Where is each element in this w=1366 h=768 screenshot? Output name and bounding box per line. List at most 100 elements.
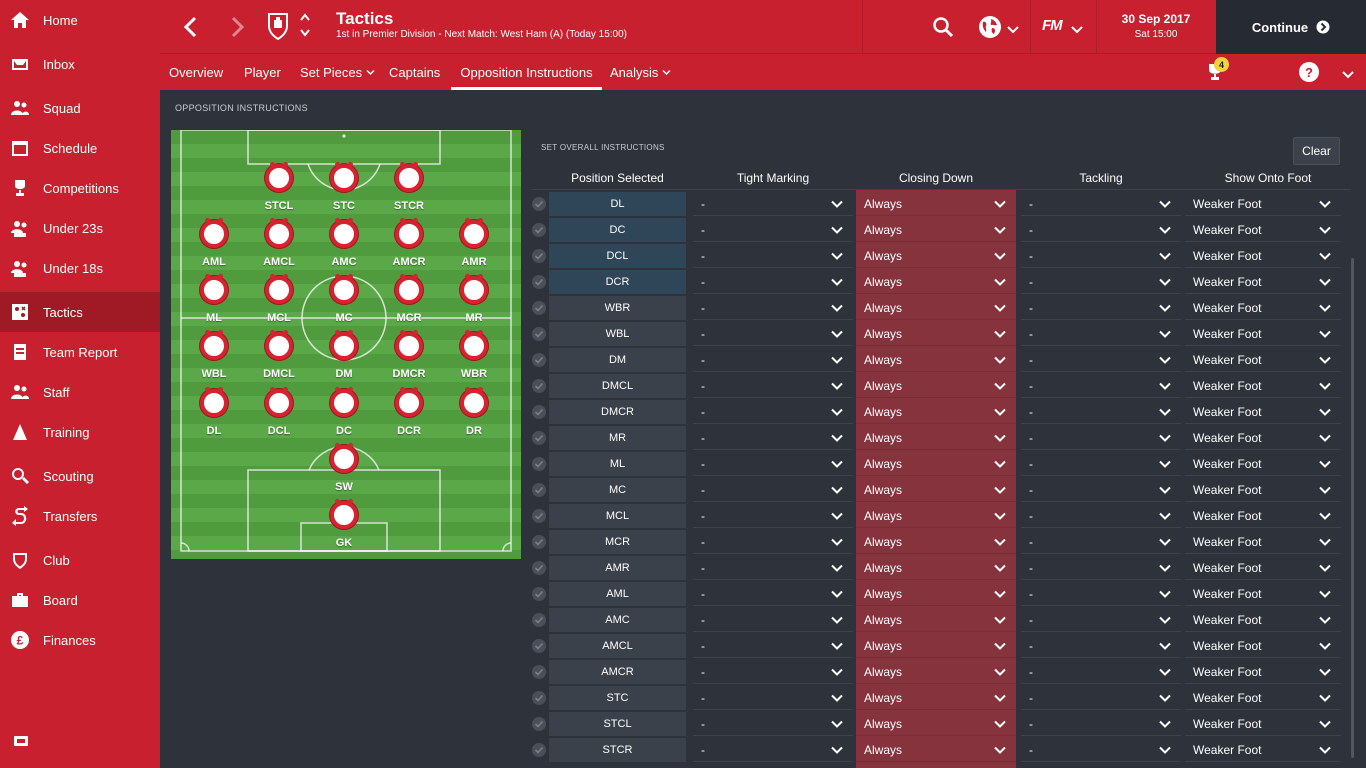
sidebar-toggle-icon[interactable]	[14, 736, 28, 746]
pitch-position-dcl[interactable]: DCL	[249, 387, 309, 437]
tight-marking-dropdown[interactable]: -	[693, 530, 853, 554]
search-icon[interactable]	[932, 16, 954, 38]
tight-marking-dropdown[interactable]: -	[693, 712, 853, 736]
pitch-position-dc[interactable]: DC	[314, 387, 374, 437]
row-checkbox-icon[interactable]	[532, 509, 546, 523]
tab-set-pieces[interactable]: Set Pieces	[300, 54, 375, 90]
show-onto-foot-dropdown[interactable]: Weaker Foot	[1185, 556, 1341, 580]
sidebar-item-scouting[interactable]: Scouting	[0, 456, 160, 496]
tight-marking-dropdown[interactable]: -	[693, 400, 853, 424]
show-onto-foot-dropdown[interactable]: Weaker Foot	[1185, 660, 1341, 684]
sidebar-item-inbox[interactable]: Inbox	[0, 44, 160, 84]
position-cell[interactable]: DM	[549, 348, 686, 372]
position-cell[interactable]: DCR	[549, 270, 686, 294]
position-cell[interactable]: AML	[549, 582, 686, 606]
closing-down-dropdown[interactable]: Always	[856, 192, 1016, 216]
scrollbar[interactable]	[1351, 258, 1354, 758]
clear-button[interactable]: Clear	[1293, 137, 1340, 165]
position-cell[interactable]: AMCR	[549, 660, 686, 684]
position-cell[interactable]: AMR	[549, 556, 686, 580]
tackling-dropdown[interactable]: -	[1021, 426, 1181, 450]
pitch-position-dm[interactable]: DM	[314, 330, 374, 380]
closing-down-dropdown[interactable]: Always	[856, 478, 1016, 502]
tackling-dropdown[interactable]: -	[1021, 244, 1181, 268]
tackling-dropdown[interactable]: -	[1021, 400, 1181, 424]
show-onto-foot-dropdown[interactable]: Weaker Foot	[1185, 478, 1341, 502]
tab-opposition-instructions[interactable]: Opposition Instructions	[451, 54, 602, 90]
tight-marking-dropdown[interactable]: -	[693, 322, 853, 346]
position-cell[interactable]: STCR	[549, 738, 686, 762]
tab-analysis[interactable]: Analysis	[610, 54, 671, 90]
tackling-dropdown[interactable]: -	[1021, 374, 1181, 398]
tackling-dropdown[interactable]: -	[1021, 530, 1181, 554]
sidebar-item-team-report[interactable]: Team Report	[0, 332, 160, 372]
pitch-position-sw[interactable]: SW	[314, 443, 374, 493]
tight-marking-dropdown[interactable]: -	[693, 270, 853, 294]
tab-player[interactable]: Player	[244, 54, 281, 90]
show-onto-foot-dropdown[interactable]: Weaker Foot	[1185, 296, 1341, 320]
show-onto-foot-dropdown[interactable]: Weaker Foot	[1185, 374, 1341, 398]
row-checkbox-icon[interactable]	[532, 457, 546, 471]
chevron-down-icon[interactable]	[1342, 67, 1354, 79]
club-crest-icon[interactable]	[267, 12, 289, 41]
sidebar-item-home[interactable]: Home	[0, 0, 160, 40]
closing-down-dropdown[interactable]: Always	[856, 452, 1016, 476]
row-checkbox-icon[interactable]	[532, 561, 546, 575]
show-onto-foot-dropdown[interactable]: Weaker Foot	[1185, 634, 1341, 658]
position-cell[interactable]: MC	[549, 478, 686, 502]
show-onto-foot-dropdown[interactable]: Weaker Foot	[1185, 452, 1341, 476]
row-checkbox-icon[interactable]	[532, 743, 546, 757]
tackling-dropdown[interactable]: -	[1021, 478, 1181, 502]
sidebar-item-competitions[interactable]: Competitions	[0, 168, 160, 208]
tackling-dropdown[interactable]: -	[1021, 686, 1181, 710]
pitch-position-amc[interactable]: AMC	[314, 218, 374, 268]
show-onto-foot-dropdown[interactable]: Weaker Foot	[1185, 244, 1341, 268]
closing-down-dropdown[interactable]: Always	[856, 244, 1016, 268]
position-cell[interactable]: DCL	[549, 244, 686, 268]
tackling-dropdown[interactable]: -	[1021, 556, 1181, 580]
chevron-down-icon[interactable]	[1007, 22, 1019, 34]
sidebar-item-club[interactable]: Club	[0, 540, 160, 580]
closing-down-dropdown[interactable]: Always	[856, 556, 1016, 580]
closing-down-dropdown[interactable]: Always	[856, 686, 1016, 710]
closing-down-dropdown[interactable]: Always	[856, 322, 1016, 346]
fm-logo[interactable]: FM	[1042, 17, 1063, 34]
pitch-position-stc[interactable]: STC	[314, 162, 374, 212]
position-cell[interactable]: MCR	[549, 530, 686, 554]
show-onto-foot-dropdown[interactable]: Weaker Foot	[1185, 738, 1341, 762]
tight-marking-dropdown[interactable]: -	[693, 582, 853, 606]
row-checkbox-icon[interactable]	[532, 223, 546, 237]
tight-marking-dropdown[interactable]: -	[693, 634, 853, 658]
show-onto-foot-dropdown[interactable]: Weaker Foot	[1185, 400, 1341, 424]
tight-marking-dropdown[interactable]: -	[693, 478, 853, 502]
tackling-dropdown[interactable]: -	[1021, 712, 1181, 736]
tight-marking-dropdown[interactable]: -	[693, 504, 853, 528]
sidebar-item-schedule[interactable]: Schedule	[0, 128, 160, 168]
position-cell[interactable]: MR	[549, 426, 686, 450]
continue-button[interactable]: Continue	[1216, 0, 1366, 54]
tight-marking-dropdown[interactable]: -	[693, 192, 853, 216]
switch-team-arrows-icon[interactable]	[299, 12, 311, 38]
sidebar-item-tactics[interactable]: Tactics	[0, 292, 160, 332]
row-checkbox-icon[interactable]	[532, 691, 546, 705]
tackling-dropdown[interactable]: -	[1021, 322, 1181, 346]
pitch-position-mcl[interactable]: MCL	[249, 274, 309, 324]
closing-down-dropdown[interactable]: Always	[856, 374, 1016, 398]
tackling-dropdown[interactable]: -	[1021, 738, 1181, 762]
closing-down-dropdown[interactable]: Always	[856, 426, 1016, 450]
show-onto-foot-dropdown[interactable]: Weaker Foot	[1185, 218, 1341, 242]
column-header[interactable]: Tight Marking	[736, 171, 810, 185]
sidebar-item-training[interactable]: Training	[0, 412, 160, 452]
pitch-position-dcr[interactable]: DCR	[379, 387, 439, 437]
row-checkbox-icon[interactable]	[532, 379, 546, 393]
row-checkbox-icon[interactable]	[532, 613, 546, 627]
position-cell[interactable]: DMCL	[549, 374, 686, 398]
tackling-dropdown[interactable]: -	[1021, 192, 1181, 216]
show-onto-foot-dropdown[interactable]: Weaker Foot	[1185, 504, 1341, 528]
row-checkbox-icon[interactable]	[532, 665, 546, 679]
sidebar-item-under23s[interactable]: Under 23s	[0, 208, 160, 248]
globe-icon[interactable]	[978, 15, 1002, 39]
closing-down-dropdown[interactable]: Always	[856, 712, 1016, 736]
tackling-dropdown[interactable]: -	[1021, 348, 1181, 372]
show-onto-foot-dropdown[interactable]: Weaker Foot	[1185, 348, 1341, 372]
